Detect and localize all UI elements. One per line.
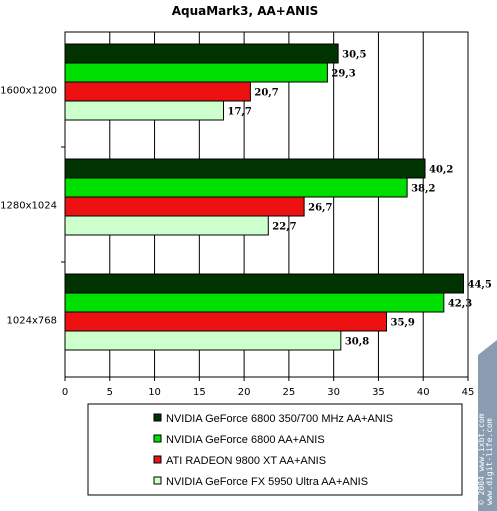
x-tick-label: 15 xyxy=(193,387,206,398)
x-tick-label: 45 xyxy=(462,387,475,398)
data-label: 22,7 xyxy=(272,222,296,233)
x-tick-label: 25 xyxy=(283,387,296,398)
x-tick-label: 5 xyxy=(107,387,113,398)
data-label: 30,8 xyxy=(345,337,369,348)
legend-label: NVIDIA GeForce 6800 350/700 MHz AA+ANIS xyxy=(166,413,393,425)
legend-box xyxy=(87,403,463,496)
data-label: 44,5 xyxy=(468,280,492,291)
data-label: 29,3 xyxy=(331,69,355,80)
bar xyxy=(64,330,342,351)
watermark-band xyxy=(478,340,497,511)
legend-label: NVIDIA GeForce FX 5950 Ultra AA+ANIS xyxy=(166,476,368,488)
bar xyxy=(64,43,339,64)
data-label: 40,2 xyxy=(429,165,453,176)
data-label: 30,5 xyxy=(342,50,366,61)
watermark: © 2004 www.ixbt.com www.digit-life.com xyxy=(477,340,497,511)
legend-label: ATI RADEON 9800 XT AA+ANIS xyxy=(166,455,326,467)
data-label: 20,7 xyxy=(254,88,278,99)
legend-swatch xyxy=(153,476,162,485)
bar xyxy=(64,158,426,179)
legend-swatch xyxy=(153,455,162,464)
data-label: 35,9 xyxy=(391,318,415,329)
bar xyxy=(64,62,328,83)
legend-swatch xyxy=(153,434,162,443)
data-label: 42,3 xyxy=(448,299,472,310)
bar xyxy=(64,81,251,102)
plot-area: 0 5 10 15 20 25 30 35 40 451600x120030,529,320,71… xyxy=(0,31,492,398)
bar xyxy=(64,311,388,332)
data-label: 26,7 xyxy=(308,203,332,214)
legend-swatch xyxy=(153,413,162,422)
x-tick-label: 20 xyxy=(238,387,251,398)
bar xyxy=(64,177,408,198)
category-label: 1280x1024 xyxy=(0,201,57,212)
x-tick-label: 35 xyxy=(372,387,385,398)
watermark-text: © 2004 www.ixbt.com xyxy=(477,413,486,505)
bar xyxy=(64,100,225,121)
x-tick-label: 30 xyxy=(327,387,340,398)
legend-label: NVIDIA GeForce 6800 AA+ANIS xyxy=(166,434,325,446)
bar xyxy=(64,215,269,236)
chart-title: AquaMark3, AA+ANIS xyxy=(172,4,319,18)
x-tick-label: 0 xyxy=(62,387,68,398)
x-tick-label: 40 xyxy=(417,387,430,398)
x-tick-label: 10 xyxy=(148,387,161,398)
category-label: 1024x768 xyxy=(7,316,57,327)
bar xyxy=(64,292,445,313)
category-label: 1600x1200 xyxy=(0,86,57,97)
watermark-text: www.digit-life.com xyxy=(485,418,494,505)
data-label: 17,7 xyxy=(228,107,252,118)
data-label: 38,2 xyxy=(411,184,435,195)
bar xyxy=(64,196,305,217)
bar xyxy=(64,273,465,294)
legend: NVIDIA GeForce 6800 350/700 MHz AA+ANIS N… xyxy=(87,403,463,496)
